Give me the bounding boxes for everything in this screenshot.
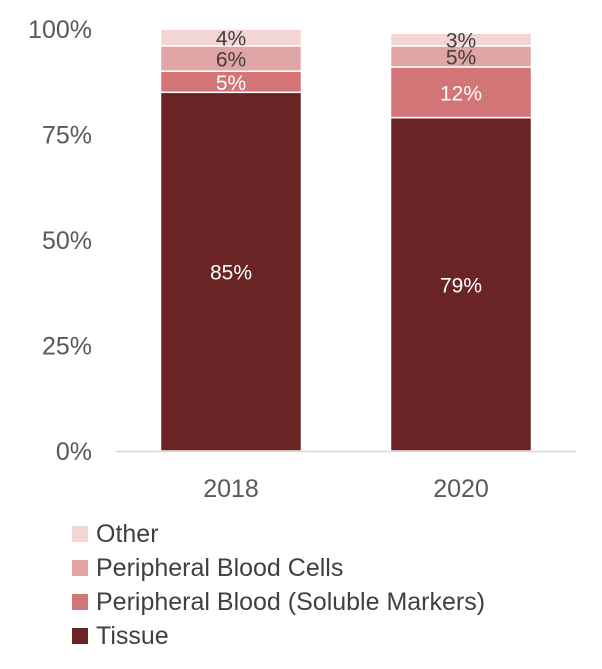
x-tick-label: 2018	[203, 475, 259, 503]
legend-swatch	[72, 594, 88, 610]
legend-swatch	[72, 526, 88, 542]
data-label: 4%	[216, 27, 246, 50]
bar-segment	[159, 28, 303, 47]
legend-item: Tissue	[72, 619, 485, 653]
data-label: 79%	[440, 274, 482, 297]
legend: Other Peripheral Blood Cells Peripheral Bl…	[72, 517, 485, 653]
data-label: 5%	[216, 72, 246, 95]
y-tick-label: 50%	[42, 227, 92, 255]
bar-segment	[159, 91, 303, 452]
legend-label: Tissue	[96, 621, 169, 650]
legend-label: Other	[96, 519, 159, 548]
bar-segment	[389, 116, 533, 452]
legend-item: Other	[72, 517, 485, 551]
y-tick-label: 25%	[42, 333, 92, 361]
legend-swatch	[72, 628, 88, 644]
bar-segment	[389, 66, 533, 119]
legend-label: Peripheral Blood Cells	[96, 553, 344, 582]
legend-label: Peripheral Blood (Soluble Markers)	[96, 587, 486, 616]
data-label: 85%	[210, 262, 252, 285]
legend-swatch	[72, 560, 88, 576]
x-tick-label: 2020	[433, 475, 489, 503]
legend-item: Peripheral Blood Cells	[72, 551, 485, 585]
legend-item: Peripheral Blood (Soluble Markers)	[72, 585, 485, 619]
data-label: 5%	[446, 46, 476, 69]
y-tick-label: 100%	[28, 16, 92, 44]
y-tick-label: 75%	[42, 122, 92, 150]
bar-segment	[389, 32, 533, 47]
data-label: 6%	[216, 49, 246, 72]
data-label: 3%	[446, 30, 476, 53]
data-label: 12%	[440, 82, 482, 105]
y-tick-label: 0%	[56, 438, 92, 466]
